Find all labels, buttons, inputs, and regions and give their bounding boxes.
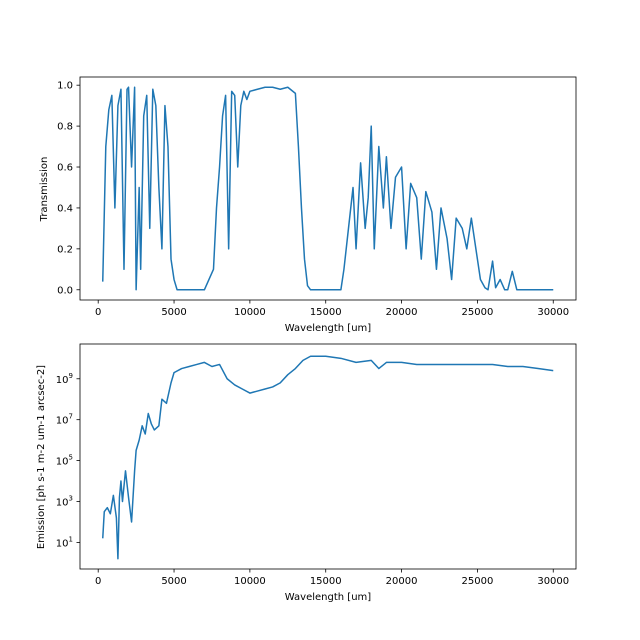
transmission-y-tick-label: 1.0 [57,81,73,92]
emission-y-ticks: 101 103 105 107 109 [56,372,80,549]
transmission-plot-frame [79,76,577,301]
transmission-x-tick-label: 0 [95,307,101,318]
emission-x-tick-label: 30000 [537,576,569,587]
transmission-y-tick-label: 0.4 [57,203,73,214]
transmission-x-tick-label: 30000 [537,307,569,318]
transmission-x-ticks: 0 5000 10000 15000 20000 25000 30000 [95,300,569,318]
emission-y-tick-label: 103 [56,495,73,509]
emission-series-line [102,355,554,560]
emission-y-tick-label: 107 [56,413,73,427]
transmission-x-tick-label: 15000 [310,307,342,318]
emission-x-ticks: 0 5000 10000 15000 20000 25000 30000 [95,569,569,587]
transmission-y-axis-label: Transmission [39,157,50,223]
emission-panel: 0 5000 10000 15000 20000 25000 30000 101 103 105… [36,343,577,603]
transmission-x-tick-label: 10000 [234,307,266,318]
transmission-x-tick-label: 5000 [161,307,186,318]
transmission-series-line [102,86,554,291]
transmission-x-axis-label: Wavelength [um] [285,323,371,334]
transmission-panel: 0 5000 10000 15000 20000 25000 30000 0.0 0.2 0.4… [39,76,577,334]
emission-x-tick-label: 5000 [161,576,186,587]
emission-x-tick-label: 20000 [386,576,418,587]
transmission-y-ticks: 0.0 0.2 0.4 0.6 0.8 1.0 [57,81,80,296]
transmission-x-tick-label: 25000 [462,307,494,318]
transmission-y-tick-label: 0.8 [57,122,73,133]
emission-plot-frame [79,343,577,570]
emission-x-tick-label: 25000 [462,576,494,587]
emission-x-axis-label: Wavelength [um] [285,592,371,603]
transmission-x-tick-label: 20000 [386,307,418,318]
transmission-y-tick-label: 0.6 [57,163,73,174]
emission-x-tick-label: 10000 [234,576,266,587]
emission-y-tick-label: 109 [56,372,73,386]
emission-y-tick-label: 105 [56,454,73,468]
emission-y-axis-label: Emission [ph s-1 m-2 um-1 arcsec-2] [36,365,47,549]
transmission-y-tick-label: 0.2 [57,244,73,255]
emission-x-tick-label: 15000 [310,576,342,587]
emission-x-tick-label: 0 [95,576,101,587]
emission-y-tick-label: 101 [56,535,73,549]
transmission-y-tick-label: 0.0 [57,285,73,296]
